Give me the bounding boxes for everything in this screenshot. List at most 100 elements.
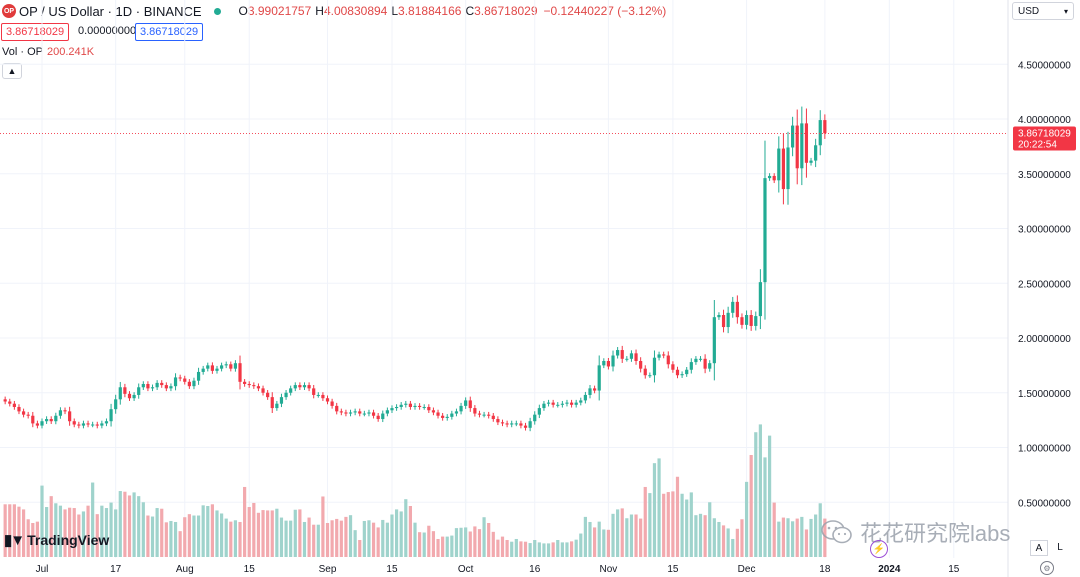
time-tick-label: 15 (667, 564, 679, 575)
ohlc-low-key: L (391, 4, 399, 18)
volume-bar (344, 516, 348, 557)
candle-body (256, 386, 261, 389)
countdown-text: 20:22:54 (1018, 140, 1057, 151)
volume-bar (224, 518, 228, 557)
wechat-icon (821, 520, 852, 544)
candle-body (791, 125, 795, 148)
candle-body (77, 424, 81, 426)
volume-bar (408, 506, 412, 557)
volume-bar (12, 504, 16, 557)
lightning-icon[interactable]: ⚡ (870, 540, 888, 558)
candle-body (95, 424, 99, 426)
volume-bar (169, 520, 173, 557)
volume-bar (616, 509, 620, 557)
candle-body (436, 412, 440, 416)
candle-body (671, 364, 675, 370)
time-tick-label: Aug (176, 564, 194, 575)
time-tick-label: 16 (529, 564, 541, 575)
log-scale-button[interactable]: L (1057, 541, 1063, 553)
volume-bar (68, 507, 72, 557)
last-price-text: 3.86718029 (1018, 129, 1071, 140)
candle-body (127, 393, 132, 399)
candle-body (657, 354, 661, 358)
volume-bar (127, 495, 132, 557)
candle-body (468, 400, 472, 409)
tradingview-logo[interactable]: ▮▼ TradingView (4, 531, 109, 549)
candle-body (685, 369, 689, 375)
volume-bar (17, 506, 21, 557)
candle-body (118, 387, 122, 400)
volume-bar (593, 527, 597, 557)
volume-bar (8, 504, 12, 557)
symbol-header: OP OP / US Dollar · 1D · BINANCE O 3.9902… (0, 0, 1000, 22)
candle-body (546, 402, 551, 404)
sell-price-button[interactable]: 3.86718029 (1, 23, 70, 41)
candle-body (394, 406, 399, 409)
volume-bar (95, 514, 99, 557)
volume-bar (781, 517, 786, 557)
volume-bar (49, 496, 53, 557)
candle-body (616, 350, 620, 356)
ohlc-close-key: C (465, 4, 475, 18)
volume-bar (132, 492, 136, 557)
volume-bar (206, 506, 210, 557)
candle-body (459, 405, 463, 412)
price-tick-label: 0.50000000 (1018, 498, 1071, 509)
volume-bar (546, 543, 551, 557)
candle-body (510, 423, 514, 425)
candle-body (703, 358, 707, 369)
gear-icon[interactable]: ⚙ (1040, 561, 1054, 575)
candle-body (482, 414, 486, 416)
volume-bar (353, 530, 357, 557)
op-logo-icon: OP (2, 4, 16, 18)
candle-body (712, 317, 716, 364)
candle-body (445, 416, 449, 418)
volume-bar (694, 515, 698, 557)
volume-bar (551, 542, 555, 557)
time-tick-label: Nov (600, 564, 618, 575)
ohlc-open-value: 3.99021757 (247, 4, 312, 18)
volume-bar (385, 522, 389, 557)
symbol-title[interactable]: OP / US Dollar · 1D · BINANCE (19, 3, 202, 19)
volume-bar (3, 504, 7, 557)
volume-bar (261, 510, 265, 557)
candle-body (123, 387, 127, 394)
candle-body (316, 394, 320, 396)
candle-body (385, 410, 389, 414)
volume-bar (721, 525, 726, 557)
volume-bar (376, 527, 380, 557)
volume-bar (487, 523, 491, 557)
candle-body (551, 402, 555, 405)
volume-bar (298, 509, 302, 557)
currency-selector[interactable]: USD ▾ (1012, 2, 1074, 20)
candle-body (399, 404, 403, 407)
volume-bar (482, 517, 486, 557)
candle-body (731, 301, 735, 313)
volume-bar (740, 519, 744, 557)
volume-bar (40, 485, 44, 557)
volume-bar (238, 521, 242, 557)
candle-body (261, 388, 265, 393)
candle-body (187, 381, 191, 387)
volume-bar (348, 515, 353, 557)
buy-price-button[interactable]: 3.86718029 (135, 23, 204, 41)
auto-scale-button[interactable]: A (1030, 540, 1048, 556)
volume-bar (685, 499, 689, 557)
candle-body (487, 414, 491, 416)
candle-body (229, 364, 233, 369)
volume-bar (307, 517, 311, 557)
volume-bar (141, 502, 145, 557)
chevron-up-icon[interactable]: ▲ (2, 63, 22, 79)
volume-bar (279, 517, 284, 557)
volume-bar (634, 514, 638, 557)
candle-body (662, 354, 666, 356)
candle-body (708, 363, 712, 369)
candle-body (183, 378, 187, 382)
candle-body (233, 363, 238, 369)
volume-bar (247, 507, 251, 557)
ohlc-change-value: −0.12440227 (−3.12%) (543, 4, 667, 18)
candle-body (279, 397, 284, 404)
candle-body (786, 147, 790, 190)
chevron-down-icon: ▾ (1063, 6, 1068, 16)
